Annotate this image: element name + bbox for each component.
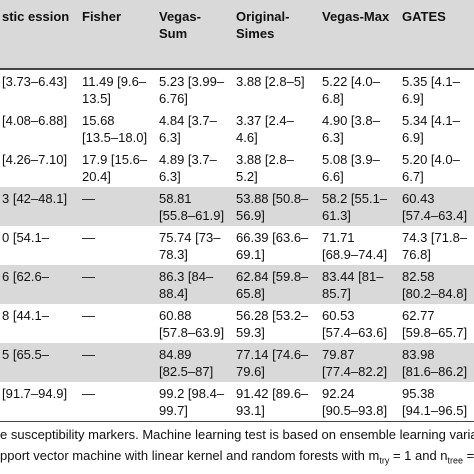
table-cell: — [82,308,95,323]
table-cell: 5 [65.5– [0,343,78,382]
table-row: [3.73–6.43] 11.49 [9.6–13.5] 5.23 [3.99–6.… [0,69,474,109]
table-cell: 53.88 [50.8–56.9] [232,187,318,226]
table-cell: 5.35 [4.1–6.9] [402,74,460,106]
column-header: Vegas-Max [318,0,398,70]
table-cell: 58.2 [55.1–61.3] [318,187,398,226]
table-cell: 3.88 [2.8–5] [236,74,305,89]
results-table: stic ession Fisher Vegas-Sum Original-Simes… [0,0,474,422]
table-cell: 3.88 [2.8–5.2] [236,152,294,184]
table-cell: 75.74 [73–78.3] [159,230,221,262]
table-cell: 15.68 [13.5–18.0] [82,113,148,145]
table-cell: 60.88 [57.8–63.9] [159,308,225,340]
table-cell: 56.28 [53.2–59.3] [236,308,309,340]
footnote-text: = 1 and n [389,448,448,463]
table-cell: 5.22 [4.0–6.8] [322,74,380,106]
table-cell: 4.84 [3.7–6.3] [159,113,217,145]
table-cell: 0 [54.1– [2,230,49,245]
table-footnote: e susceptibility markers. Machine learni… [0,424,474,472]
table-row: 5 [65.5– —84.89 [82.5–87] 77.14 [74.6–79.6… [0,343,474,382]
table-cell: 60.43 [57.4–63.4] [398,187,474,226]
header-row: stic ession Fisher Vegas-Sum Original-Simes… [0,0,474,70]
table-cell: — [78,265,155,304]
table-cell: 62.77 [59.8–65.7] [402,308,468,340]
table-cell: 5.23 [3.99–6.76] [159,74,225,106]
column-header: Vegas-Sum [155,0,232,70]
table-cell: 74.3 [71.8–76.8] [402,230,468,262]
table-cell: 5.34 [4.1–6.9] [402,113,460,145]
table-cell: 79.87 [77.4–82.2] [318,343,398,382]
table-row: [4.26–7.10] 17.9 [15.6–20.4] 4.89 [3.7–6.3… [0,148,474,187]
table-cell: 11.49 [9.6–13.5] [82,74,147,106]
table-cell: 77.14 [74.6–79.6] [232,343,318,382]
table-cell: 4.89 [3.7–6.3] [159,152,217,184]
table-cell: 83.44 [81–85.7] [318,265,398,304]
subscript: try [379,455,390,466]
table-cell: 83.98 [81.6–86.2] [398,343,474,382]
table-cell: 92.24 [90.5–93.8] [318,382,398,422]
table-cell: 6 [62.6– [0,265,78,304]
table-cell: 5.08 [3.9–6.6] [322,152,380,184]
table-row: 6 [62.6– —86.3 [84–88.4] 62.84 [59.8–65.8]… [0,265,474,304]
table-cell: 82.58 [80.2–84.8] [398,265,474,304]
table-cell: [3.73–6.43] [2,74,68,89]
table-cell: 60.53 [57.4–63.6] [322,308,388,340]
table-cell: 4.90 [3.8–6.3] [322,113,380,145]
table-cell: 5.20 [4.0–6.7] [402,152,460,184]
table-cell: 8 [44.1– [2,308,49,323]
table-body: [3.73–6.43] 11.49 [9.6–13.5] 5.23 [3.99–6.… [0,69,474,422]
table-cell: — [78,382,155,422]
table-cell: 3 [42–48.1] [0,187,78,226]
subscript: tree [447,455,464,466]
column-header: Fisher [78,0,155,70]
table-row: [4.08–6.88] 15.68 [13.5–18.0] 4.84 [3.7–6.… [0,109,474,148]
footnote-text: pport vector machine with linear kernel … [0,448,380,463]
footnote-text: = [463,448,474,463]
table-cell: [4.26–7.10] [2,152,68,167]
column-header: stic ession [0,0,78,70]
footnote-line: e susceptibility markers. Machine learni… [0,427,474,442]
table-row: [91.7–94.9] —99.2 [98.4–99.7] 91.42 [89.6–… [0,382,474,422]
footnote-line: pport vector machine with linear kernel … [0,445,474,472]
table-cell: [4.08–6.88] [2,113,68,128]
table-cell: 95.38 [94.1–96.5] [398,382,474,422]
table-cell: — [78,343,155,382]
column-header: GATES [398,0,474,70]
table-cell: 91.42 [89.6–93.1] [232,382,318,422]
table-row: 8 [44.1– — 60.88 [57.8–63.9] 56.28 [53.2–59… [0,304,474,343]
table-cell: 99.2 [98.4–99.7] [155,382,232,422]
table-row: 0 [54.1– — 75.74 [73–78.3] 66.39 [63.6–69.1… [0,226,474,265]
table-cell: 62.84 [59.8–65.8] [232,265,318,304]
table-cell: 66.39 [63.6–69.1] [236,230,309,262]
table-cell: 84.89 [82.5–87] [155,343,232,382]
table-cell: — [78,187,155,226]
table-cell: — [82,230,95,245]
table-cell: 3.37 [2.4–4.6] [236,113,294,145]
table-cell: 58.81 [55.8–61.9] [155,187,232,226]
table-cell: 71.71 [68.9–74.4] [322,230,388,262]
table-row: 3 [42–48.1] —58.81 [55.8–61.9] 53.88 [50.8… [0,187,474,226]
column-header: Original-Simes [232,0,318,70]
table-cell: 86.3 [84–88.4] [155,265,232,304]
table-cell: [91.7–94.9] [0,382,78,422]
table-cell: 17.9 [15.6–20.4] [82,152,148,184]
